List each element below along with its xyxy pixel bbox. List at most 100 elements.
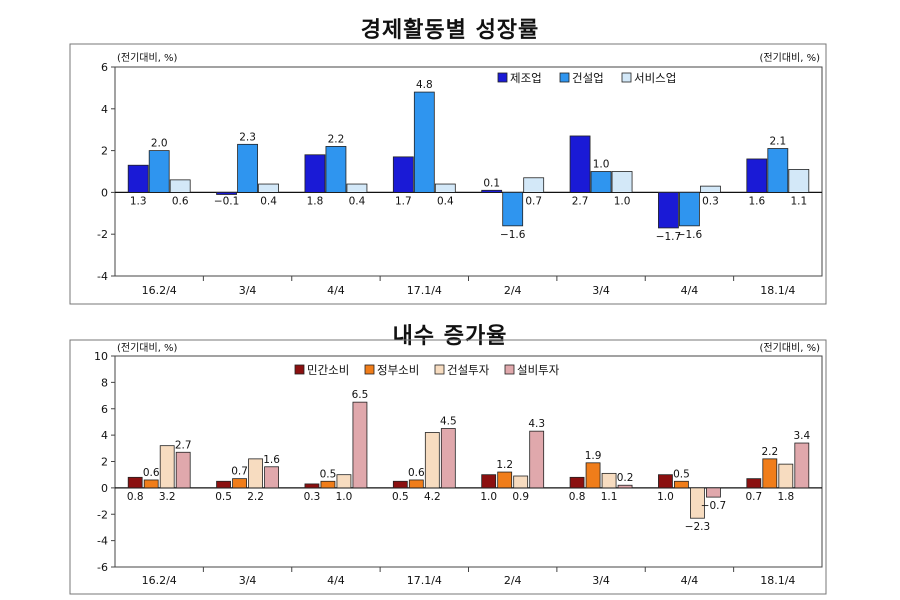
bar-demand-s4 (440, 428, 456, 489)
bar-demand-s1 (216, 480, 231, 489)
data-label: 0.4 (437, 195, 454, 207)
legend-label: 건설업 (572, 71, 604, 85)
data-label: 0.7 (745, 491, 762, 503)
bar-growth-s3 (169, 179, 191, 193)
x-category-label: 3/4 (592, 284, 610, 297)
bar-growth-s2 (767, 148, 789, 193)
unit-label-left: (전기대비, %) (117, 342, 178, 354)
bar-demand-s3 (248, 458, 263, 489)
bar-demand-s1 (392, 480, 408, 489)
bar-demand-s1 (658, 474, 673, 489)
data-label: 0.1 (483, 177, 500, 189)
data-label: 0.5 (215, 491, 232, 503)
unit-label-right: (전기대비, %) (760, 342, 821, 354)
data-label: 1.0 (614, 195, 631, 207)
data-label: 2.1 (769, 136, 786, 148)
x-category-label: 2/4 (504, 574, 522, 587)
data-label: 0.5 (392, 491, 409, 503)
data-label: 1.2 (496, 459, 513, 471)
unit-label-right: (전기대비, %) (760, 52, 821, 64)
data-label: 2.2 (761, 446, 778, 458)
data-label: 3.4 (793, 430, 810, 442)
bar-demand-s1 (127, 476, 143, 489)
data-label: 4.3 (528, 418, 545, 430)
legend-swatch (497, 72, 508, 83)
data-label: 1.8 (777, 491, 794, 503)
y-tick-label: -4 (97, 270, 108, 283)
bar-growth-s3 (434, 183, 456, 193)
x-category-label: 18.1/4 (760, 574, 795, 587)
bar-growth-s1 (658, 191, 679, 229)
legend-label: 정부소비 (377, 363, 419, 377)
data-label: 0.6 (143, 467, 160, 479)
data-label: −0.7 (701, 500, 727, 512)
growth-by-industry-chart: (전기대비, %) (전기대비, %) -4 -2 0 2 4 6 16.2/4 1.3 2.0 0.… (69, 43, 827, 305)
plot-area (114, 355, 823, 568)
bar-growth-s3 (611, 171, 633, 193)
y-tick-label: 0 (101, 482, 108, 495)
data-label: −1.6 (500, 229, 526, 241)
bar-growth-s1 (569, 135, 591, 193)
bar-growth-s1 (127, 164, 149, 193)
data-label: 1.7 (395, 195, 412, 207)
data-label: 2.7 (175, 439, 192, 451)
legend-swatch (504, 364, 515, 375)
y-tick-label: 2 (101, 456, 108, 469)
data-label: 1.1 (601, 491, 618, 503)
bar-demand-s4 (706, 487, 721, 498)
bar-growth-s3 (700, 185, 721, 193)
bar-growth-s3 (523, 177, 545, 193)
bar-growth-s3 (346, 183, 368, 193)
data-label: 0.3 (304, 491, 321, 503)
data-label: 1.0 (480, 491, 497, 503)
bar-demand-s3 (336, 474, 352, 489)
x-category-label: 16.2/4 (142, 284, 177, 297)
x-category-label: 4/4 (681, 284, 699, 297)
data-label: −1.6 (677, 229, 703, 241)
legend-swatch (559, 72, 570, 83)
bar-demand-s2 (408, 479, 424, 489)
data-label: 0.5 (320, 468, 337, 480)
y-tick-label: -2 (97, 228, 108, 241)
bar-demand-s4 (175, 451, 191, 489)
data-label: 2.2 (328, 133, 345, 145)
bar-demand-s3 (424, 432, 440, 489)
chart-frame (69, 339, 827, 595)
bar-demand-s4 (352, 401, 368, 489)
legend-swatch (434, 364, 445, 375)
unit-label-left: (전기대비, %) (117, 52, 178, 64)
legend-label: 건설투자 (447, 363, 490, 377)
data-label: 0.3 (702, 195, 719, 207)
bar-demand-s3 (778, 463, 794, 489)
bar-demand-s3 (690, 487, 705, 519)
data-label: −2.3 (685, 521, 711, 533)
data-label: 4.5 (440, 416, 457, 428)
data-label: −0.1 (214, 195, 240, 207)
bar-demand-s4 (264, 466, 279, 489)
bar-growth-s2 (413, 91, 435, 193)
y-tick-label: 10 (94, 350, 108, 363)
bar-demand-s4 (794, 442, 810, 489)
x-category-label: 17.1/4 (407, 284, 442, 297)
y-tick-label: 8 (101, 376, 108, 389)
bar-demand-s1 (481, 474, 497, 489)
bar-demand-s1 (304, 483, 320, 489)
data-label: 0.5 (673, 468, 690, 480)
x-category-label: 3/4 (239, 574, 257, 587)
x-category-label: 16.2/4 (142, 574, 177, 587)
data-label: 4.8 (416, 79, 433, 91)
legend-label: 제조업 (510, 71, 542, 85)
chart-title-growth: 경제활동별 성장률 (360, 18, 540, 43)
data-label: 1.6 (263, 454, 280, 466)
data-label: 0.7 (525, 195, 542, 207)
bar-growth-s2 (502, 191, 524, 227)
legend-swatch (621, 72, 632, 83)
data-label: 0.4 (260, 195, 277, 207)
bar-demand-s4 (617, 484, 633, 489)
bar-demand-s1 (746, 478, 762, 489)
legend-swatch (364, 364, 375, 375)
legend-label: 민간소비 (307, 363, 349, 377)
y-tick-label: 6 (101, 403, 108, 416)
data-label: 1.6 (748, 195, 765, 207)
